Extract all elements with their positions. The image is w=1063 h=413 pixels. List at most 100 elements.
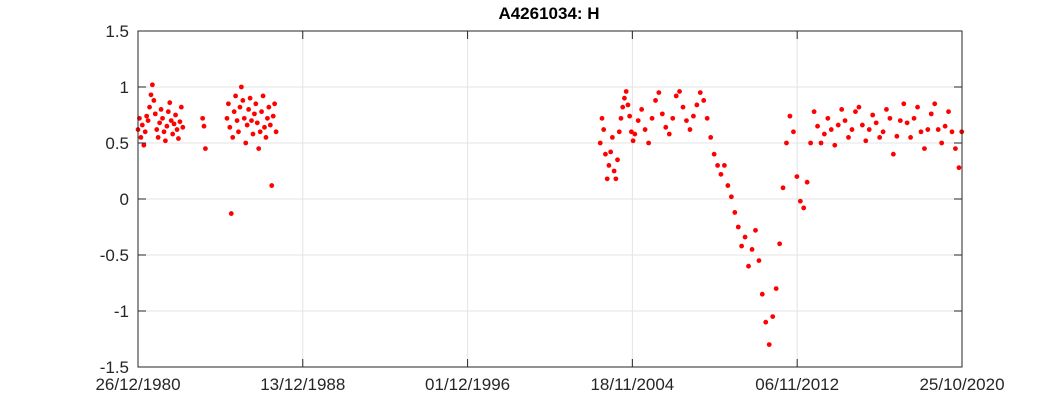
data-point — [174, 127, 180, 132]
data-point — [635, 118, 641, 123]
data-point — [797, 198, 803, 204]
data-point — [157, 120, 163, 126]
data-point — [887, 115, 893, 121]
y-tick-label: -1 — [114, 302, 129, 321]
data-point — [263, 135, 269, 140]
data-point — [141, 142, 147, 148]
data-point — [253, 101, 259, 107]
data-point — [622, 95, 627, 101]
data-point — [753, 227, 758, 233]
data-point — [708, 135, 714, 140]
data-point — [828, 127, 834, 132]
data-point — [237, 104, 243, 110]
data-point — [759, 291, 765, 297]
data-point — [877, 135, 883, 140]
data-point — [158, 107, 164, 112]
data-point — [265, 115, 270, 121]
data-point — [269, 183, 275, 188]
data-point — [623, 89, 629, 94]
data-point — [808, 140, 814, 146]
data-point — [839, 107, 845, 112]
data-point — [642, 127, 648, 132]
data-point — [825, 115, 831, 121]
data-point — [632, 131, 638, 137]
data-point — [231, 109, 237, 115]
data-point — [627, 113, 633, 119]
data-point — [949, 129, 955, 135]
data-point — [842, 118, 848, 123]
data-point — [915, 104, 920, 110]
data-point — [770, 314, 776, 319]
data-point — [238, 84, 244, 90]
x-tick-label: 18/11/2004 — [590, 375, 674, 394]
data-point — [176, 136, 181, 141]
data-point — [715, 163, 720, 168]
data-point — [625, 102, 631, 108]
data-point — [609, 135, 615, 140]
x-tick-label: 06/11/2012 — [755, 375, 839, 394]
data-point — [243, 140, 249, 146]
data-point — [142, 129, 148, 135]
chart-title: A4261034: H — [498, 4, 599, 23]
data-point — [939, 140, 945, 146]
data-point — [608, 149, 614, 155]
data-point — [749, 247, 755, 252]
data-point — [251, 111, 257, 117]
data-point — [147, 104, 152, 110]
x-tick-label: 26/12/1980 — [95, 375, 180, 394]
data-point — [225, 101, 231, 107]
data-point — [260, 93, 266, 99]
data-point — [630, 138, 636, 144]
data-point — [746, 263, 751, 269]
data-point — [821, 131, 827, 137]
data-point — [155, 135, 161, 140]
data-point — [787, 113, 793, 119]
x-tick-label: 25/10/2020 — [919, 375, 1004, 394]
data-point — [148, 92, 154, 98]
y-tick-label: 0.5 — [105, 134, 129, 153]
data-point — [173, 112, 178, 118]
data-point — [815, 123, 820, 129]
data-point — [859, 122, 865, 128]
data-point — [897, 118, 903, 123]
data-point — [161, 129, 167, 135]
data-point — [249, 118, 254, 123]
data-point — [946, 109, 951, 115]
data-point — [267, 122, 273, 128]
y-axis-tick-labels: -1.5 -1 -0.5 0 0.5 1 1.5 — [100, 22, 129, 377]
data-point — [773, 286, 779, 291]
data-point — [784, 140, 789, 146]
data-point — [618, 115, 624, 121]
data-point — [866, 127, 872, 132]
data-point — [244, 122, 250, 128]
data-point — [904, 120, 910, 126]
data-point — [863, 138, 869, 144]
data-point — [246, 107, 252, 112]
y-tick-label: 1 — [120, 78, 129, 97]
data-point — [942, 123, 948, 129]
data-point — [613, 176, 619, 182]
data-points — [135, 82, 965, 347]
data-point — [763, 319, 769, 325]
data-point — [620, 104, 626, 110]
data-point — [228, 211, 234, 216]
data-point — [725, 183, 731, 188]
data-point — [928, 111, 934, 117]
data-point — [149, 82, 155, 88]
data-point — [272, 101, 278, 107]
data-point — [203, 146, 208, 152]
y-tick-label: 0 — [120, 190, 129, 209]
data-point — [687, 127, 693, 132]
data-point — [144, 113, 150, 119]
data-point — [154, 127, 160, 132]
data-point — [646, 140, 652, 146]
data-point — [164, 123, 170, 129]
data-point — [728, 194, 734, 200]
data-point — [151, 98, 157, 103]
data-point — [659, 111, 665, 117]
data-point — [200, 115, 206, 121]
data-point — [801, 205, 807, 211]
data-point — [680, 104, 686, 110]
